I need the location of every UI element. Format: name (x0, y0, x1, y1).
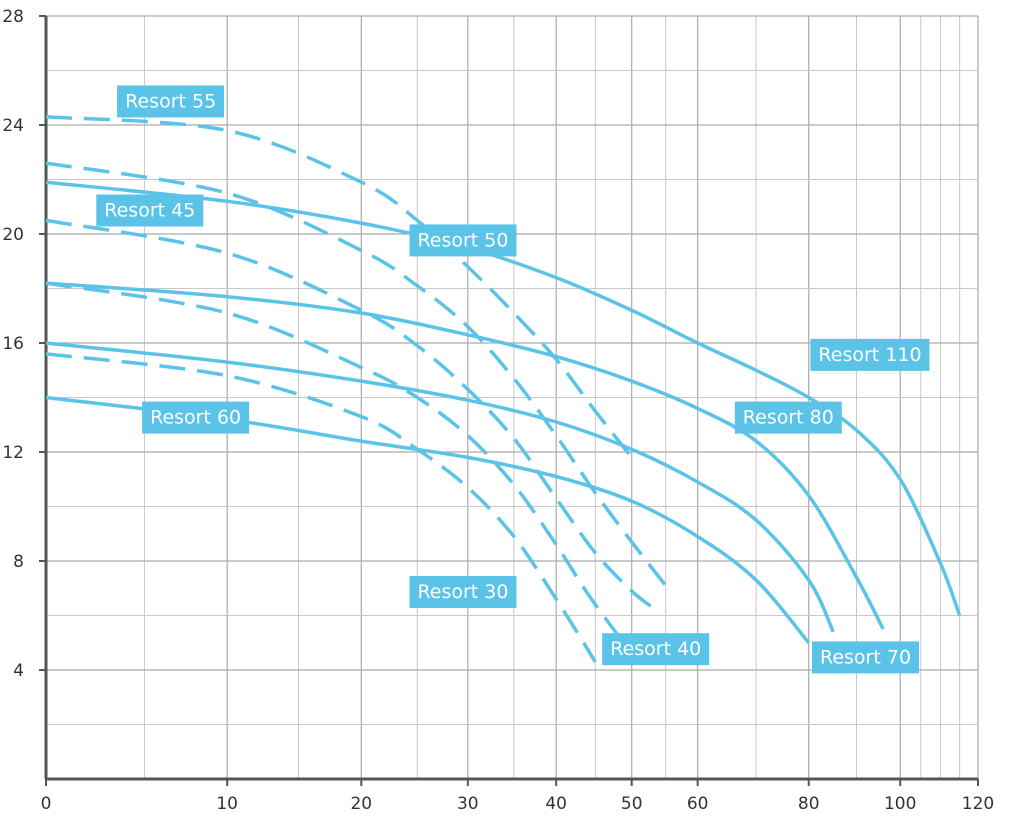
series-line-resort-80 (45, 281, 885, 630)
series-label-text: Resort 40 (610, 638, 701, 660)
tick-labels: 0 10 20 30 40 50 60 80 100 120 4 8 12 16 20 24 28 (2, 7, 994, 814)
y-tick-label: 28 (2, 7, 24, 27)
series-label: Resort 80 (734, 401, 842, 434)
x-tick-label: 120 (962, 794, 994, 814)
x-tick-label: 100 (884, 794, 916, 814)
series-labels: Resort 55 Resort 45 Resort 50 Resort 110 Res… (96, 85, 930, 674)
y-tick-label: 16 (2, 334, 24, 354)
y-tick-label: 4 (13, 661, 24, 681)
series-label-text: Resort 50 (417, 229, 508, 251)
x-tick-label: 50 (621, 794, 643, 814)
series-label-box (734, 401, 842, 434)
y-tick-label: 8 (13, 552, 24, 572)
series-line-resort-45 (45, 218, 654, 609)
series-label: Resort 50 (409, 224, 517, 257)
series-label-text: Resort 60 (150, 407, 241, 429)
series-label-box (409, 576, 517, 608)
x-tick-label: 40 (545, 794, 567, 814)
series-label-text: Resort 45 (104, 199, 195, 221)
series-line-resort-40 (45, 281, 619, 636)
series-label-box (409, 224, 517, 257)
series-label: Resort 30 (409, 576, 517, 608)
series-label-text: Resort 70 (820, 646, 911, 668)
series-line-resort-70 (45, 341, 835, 633)
series-label-box (810, 338, 930, 371)
series-label-box (602, 633, 710, 666)
x-tick-label: 30 (457, 794, 479, 814)
x-tick-label: 0 (41, 794, 52, 814)
x-tick-label: 80 (798, 794, 820, 814)
series-label-box (96, 194, 204, 227)
x-tick-label: 60 (687, 794, 709, 814)
series-label: Resort 60 (142, 401, 250, 434)
y-tick-label: 24 (2, 116, 24, 136)
series-label: Resort 40 (602, 633, 710, 666)
series-label-text: Resort 55 (125, 90, 216, 112)
series-label-text: Resort 80 (743, 407, 834, 429)
series-label-box (117, 85, 225, 118)
series-label-text: Resort 110 (818, 344, 921, 366)
x-tick-label: 20 (350, 794, 372, 814)
series-line-resort-110 (45, 180, 962, 617)
grid (46, 15, 979, 779)
series-label-text: Resort 30 (417, 581, 508, 603)
y-tick-label: 20 (2, 225, 24, 245)
series-label-box (142, 401, 250, 434)
x-tick-label: 10 (216, 794, 238, 814)
series-label: Resort 45 (96, 194, 204, 227)
series-line-resort-50 (45, 161, 668, 587)
series-label: Resort 70 (812, 641, 919, 674)
series-label-box (812, 641, 919, 674)
series-label: Resort 55 (117, 85, 225, 118)
series-label: Resort 110 (810, 338, 930, 371)
y-tick-label: 12 (2, 443, 24, 463)
